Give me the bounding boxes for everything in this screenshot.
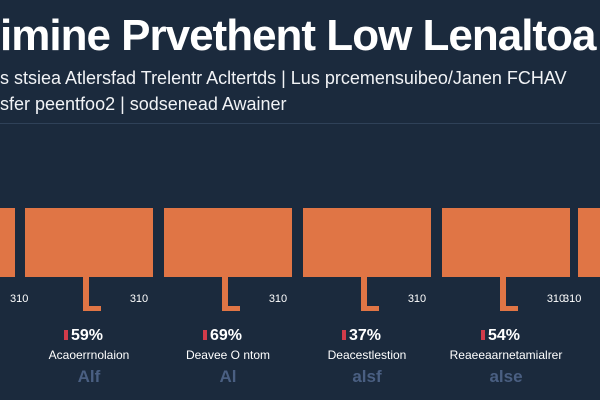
bar-2 [164, 208, 292, 277]
percent-marker-1 [64, 330, 68, 340]
chart-subtitle-line-2: sfer peentfoo2 | sodsenead Awainer [0, 94, 287, 114]
tick-label-4: 310 [547, 293, 565, 305]
category-label-4: Reaeeaarnetamialrer [450, 348, 563, 362]
percent-marker-4 [481, 330, 485, 340]
edge-bar-right [578, 208, 600, 277]
tick-label-1: 310 [130, 293, 148, 305]
percent-marker-3 [342, 330, 346, 340]
bar-chart: 310 31031059%AcaoerrnolaionAlf31069%Deave… [0, 208, 600, 386]
sub-label-1: Alf [78, 367, 101, 386]
percent-label-1: 59% [71, 327, 103, 344]
bar-stem-foot-4 [500, 306, 518, 311]
chart-title: imine Prvethent Low Lenaltoa [0, 11, 596, 60]
edge-tick-label-left: 310 [10, 293, 28, 305]
header-divider [0, 123, 600, 124]
bar-3 [303, 208, 431, 277]
sub-label-2: Al [220, 367, 237, 386]
category-label-1: Acaoerrnolaion [49, 348, 130, 362]
percent-label-3: 37% [349, 327, 381, 344]
bar-4 [442, 208, 570, 277]
sub-label-4: alse [489, 367, 522, 386]
bar-stem-foot-3 [361, 306, 379, 311]
bar-stem-4 [500, 277, 506, 311]
tick-label-3: 310 [408, 293, 426, 305]
percent-marker-2 [203, 330, 207, 340]
percent-label-4: 54% [488, 327, 520, 344]
percent-label-2: 69% [210, 327, 242, 344]
edge-bar-left [0, 208, 15, 277]
bar-stem-foot-1 [83, 306, 101, 311]
sub-label-3: alsf [352, 367, 382, 386]
bar-stem-1 [83, 277, 89, 311]
category-label-3: Deacestlestion [328, 348, 407, 362]
category-label-2: Deavee O ntom [186, 348, 270, 362]
bar-stem-2 [222, 277, 228, 311]
bar-stem-3 [361, 277, 367, 311]
edge-tick-label-right: 310 [563, 293, 581, 305]
bar-1 [25, 208, 153, 277]
bar-stem-foot-2 [222, 306, 240, 311]
tick-label-2: 310 [269, 293, 287, 305]
chart-subtitle-line-1: s stsiea Atlersfad Trelentr Acltertds | … [0, 68, 567, 88]
